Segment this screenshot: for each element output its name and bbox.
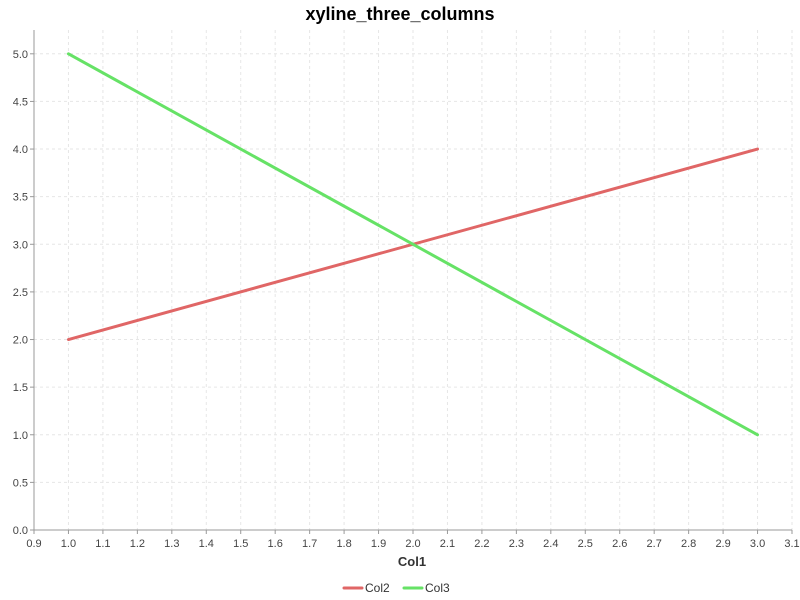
x-tick-label: 2.0 — [405, 538, 420, 550]
axes: 0.9 1.0 1.1 1.2 1.3 1.4 1.5 1.6 1.7 1.8 1.9 2.0 2.1 2… — [13, 30, 800, 550]
x-tick-label: 1.6 — [268, 538, 283, 550]
y-tick-label: 3.5 — [13, 192, 28, 204]
x-tick-label: 1.2 — [130, 538, 145, 550]
y-tick-label: 1.5 — [13, 382, 28, 394]
y-tick-label: 0.0 — [13, 525, 28, 537]
legend-label-col2: Col2 — [365, 581, 390, 595]
x-tick-label: 1.4 — [199, 538, 214, 550]
x-tick-label: 2.2 — [474, 538, 489, 550]
x-tick-label: 1.0 — [61, 538, 76, 550]
legend-label-col3: Col3 — [425, 581, 450, 595]
x-tick-label: 2.1 — [440, 538, 455, 550]
x-axis-title: Col1 — [398, 554, 426, 569]
y-tick-label: 4.5 — [13, 96, 28, 108]
x-tick-label: 2.3 — [509, 538, 524, 550]
legend: Col2 Col3 — [342, 581, 450, 595]
y-tick-label: 0.5 — [13, 477, 28, 489]
x-tick-label: 3.1 — [784, 538, 799, 550]
x-tick-label: 1.1 — [95, 538, 110, 550]
x-tick-label: 2.6 — [612, 538, 627, 550]
x-tick-label: 1.7 — [302, 538, 317, 550]
y-tick-label: 2.5 — [13, 287, 28, 299]
x-tick-label: 2.5 — [578, 538, 593, 550]
x-tick-label: 3.0 — [750, 538, 765, 550]
x-tick-label: 2.8 — [681, 538, 696, 550]
y-tick-label: 5.0 — [13, 49, 28, 61]
x-tick-label: 1.5 — [233, 538, 248, 550]
x-tick-label: 1.9 — [371, 538, 386, 550]
x-tick-label: 2.7 — [647, 538, 662, 550]
y-tick-label: 2.0 — [13, 335, 28, 347]
x-tick-label: 2.9 — [715, 538, 730, 550]
x-tick-label: 2.4 — [543, 538, 558, 550]
y-tick-label: 1.0 — [13, 430, 28, 442]
y-tick-label: 3.0 — [13, 239, 28, 251]
x-tick-label: 1.8 — [336, 538, 351, 550]
x-tick-label: 0.9 — [26, 538, 41, 550]
series-lines — [66, 52, 760, 437]
series-line-col3 — [66, 52, 760, 437]
y-tick-label: 4.0 — [13, 144, 28, 156]
grid — [33, 30, 793, 531]
chart-title: xyline_three_columns — [305, 4, 494, 24]
x-tick-label: 1.3 — [164, 538, 179, 550]
